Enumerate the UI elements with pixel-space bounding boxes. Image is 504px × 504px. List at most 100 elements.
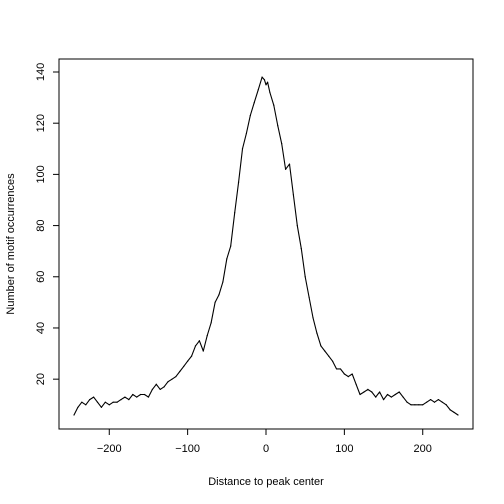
data-point — [324, 350, 326, 352]
data-point — [402, 396, 404, 398]
data-point — [410, 404, 412, 406]
y-tick-label: 100 — [35, 165, 47, 183]
y-tick-label: 20 — [35, 373, 47, 385]
data-point — [288, 163, 291, 165]
data-point — [449, 409, 451, 411]
data-point — [132, 393, 134, 396]
data-point — [245, 132, 248, 135]
data-point — [136, 396, 138, 398]
y-axis-label: Number of motif occurrences — [5, 173, 17, 315]
data-point — [112, 401, 114, 403]
data-point — [263, 79, 266, 81]
data-point — [89, 399, 91, 401]
data-point — [433, 401, 436, 403]
data-point — [308, 296, 310, 298]
data-point — [194, 345, 197, 347]
data-point — [179, 370, 181, 373]
data-point — [359, 393, 361, 396]
data-point — [394, 393, 396, 396]
data-point — [230, 245, 232, 247]
data-point — [253, 102, 255, 104]
data-point — [183, 365, 185, 367]
data-point — [81, 401, 83, 403]
x-tick-label: −200 — [97, 443, 122, 455]
data-point — [304, 276, 306, 278]
data-point — [437, 399, 440, 401]
data-point — [418, 404, 420, 406]
data-point — [406, 401, 408, 403]
data-point — [187, 360, 189, 362]
data-point — [85, 404, 87, 406]
data-point — [249, 114, 251, 117]
data-point — [269, 91, 271, 94]
data-point — [441, 401, 443, 403]
data-point — [343, 373, 345, 375]
data-point — [375, 396, 377, 398]
series-points — [73, 76, 459, 416]
data-point — [128, 399, 130, 401]
data-point — [124, 396, 126, 398]
data-point — [296, 224, 298, 227]
data-point — [312, 317, 314, 319]
data-point — [163, 386, 165, 388]
data-point — [414, 404, 416, 406]
data-point — [386, 393, 389, 396]
y-tick-label: 140 — [35, 63, 47, 81]
data-point — [445, 404, 447, 406]
data-point — [241, 148, 244, 150]
data-point — [363, 391, 365, 393]
data-point — [281, 143, 283, 145]
data-point — [190, 355, 193, 357]
data-point — [92, 396, 95, 398]
data-point — [300, 248, 302, 250]
x-axis-label: Distance to peak center — [208, 476, 324, 488]
x-tick-label: 0 — [263, 443, 269, 455]
data-point — [371, 391, 373, 393]
x-tick-label: 200 — [414, 443, 432, 455]
data-point — [335, 368, 338, 370]
data-point — [351, 373, 353, 375]
data-point — [222, 281, 224, 283]
data-point — [355, 383, 357, 385]
data-point — [277, 125, 279, 127]
data-point — [147, 396, 150, 398]
data-point — [155, 383, 157, 385]
data-point — [265, 84, 267, 86]
x-tick-label: 100 — [335, 443, 353, 455]
data-point — [116, 401, 118, 403]
data-point — [367, 388, 369, 391]
y-tick-label: 60 — [35, 271, 47, 283]
data-point — [206, 335, 208, 337]
data-point — [261, 76, 263, 78]
data-point — [328, 355, 330, 357]
data-point — [210, 322, 212, 324]
data-point — [339, 368, 342, 370]
data-point — [234, 212, 236, 214]
data-point — [426, 401, 428, 403]
y-tick-label: 80 — [35, 219, 47, 231]
data-point — [390, 396, 392, 398]
y-tick-label: 40 — [35, 322, 47, 334]
data-point — [159, 388, 161, 391]
data-point — [398, 391, 400, 393]
data-point — [379, 391, 381, 393]
data-point — [320, 345, 322, 347]
data-point — [202, 350, 204, 352]
data-point — [453, 411, 455, 414]
data-point — [104, 401, 106, 403]
data-point — [266, 81, 269, 83]
data-point — [120, 399, 122, 401]
data-point — [429, 399, 432, 401]
y-axis: 20 40 60 80 100 120 140 — [35, 63, 60, 385]
y-tick-label: 120 — [35, 114, 47, 132]
data-point — [214, 301, 216, 303]
data-point — [143, 393, 146, 396]
data-point — [257, 89, 259, 91]
data-point — [96, 401, 99, 403]
data-point — [237, 181, 240, 183]
data-point — [77, 406, 79, 408]
x-tick-label: −100 — [175, 443, 200, 455]
data-point — [457, 414, 459, 416]
data-point — [140, 393, 142, 396]
